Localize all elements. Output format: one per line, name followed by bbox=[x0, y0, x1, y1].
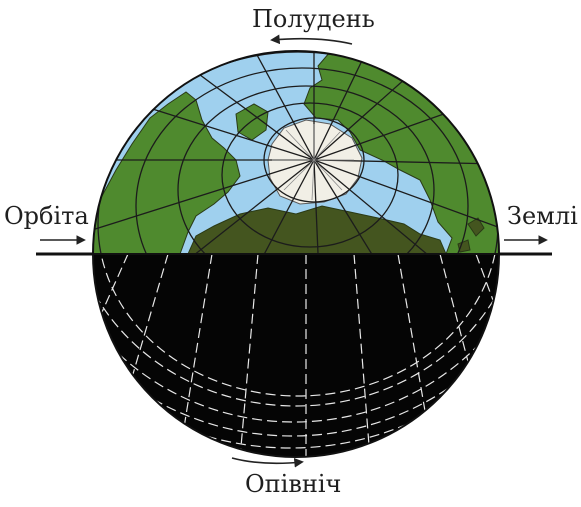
earth-label: Землі bbox=[507, 202, 578, 230]
rotation-arrow-bottom bbox=[231, 457, 304, 468]
rotation-arrow-top bbox=[270, 34, 353, 45]
latitude-grid-night bbox=[93, 254, 499, 449]
midnight-label: Опівніч bbox=[245, 470, 342, 498]
night-area bbox=[93, 254, 499, 457]
orbit-label: Орбіта bbox=[4, 202, 89, 230]
ice-cap-meridians bbox=[272, 124, 354, 201]
noon-label: Полудень bbox=[252, 5, 375, 33]
landmass-greenland bbox=[235, 103, 269, 141]
